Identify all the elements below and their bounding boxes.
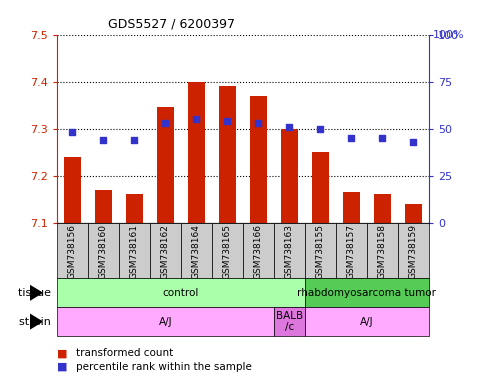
Text: control: control: [163, 288, 199, 298]
Text: 100%: 100%: [433, 30, 464, 40]
Point: [99, 137, 107, 143]
Bar: [405, 204, 422, 223]
Point: [68, 129, 76, 136]
Bar: [150, 223, 181, 278]
Bar: [336, 223, 367, 278]
Bar: [398, 223, 429, 278]
Point: [130, 137, 138, 143]
Polygon shape: [30, 285, 42, 300]
Text: GSM738157: GSM738157: [347, 224, 356, 280]
Bar: [88, 223, 119, 278]
Text: BALB
/c: BALB /c: [276, 311, 303, 333]
Bar: [374, 194, 391, 223]
Text: rhabdomyosarcoma tumor: rhabdomyosarcoma tumor: [297, 288, 436, 298]
Point: [254, 120, 262, 126]
Bar: [305, 278, 429, 307]
Point: [379, 135, 387, 141]
Text: GSM738159: GSM738159: [409, 224, 418, 280]
Bar: [305, 307, 429, 336]
Polygon shape: [30, 314, 42, 329]
Bar: [274, 223, 305, 278]
Text: A/J: A/J: [360, 316, 374, 327]
Point: [410, 139, 418, 145]
Point: [192, 116, 200, 122]
Text: percentile rank within the sample: percentile rank within the sample: [76, 362, 252, 372]
Text: transformed count: transformed count: [76, 348, 174, 358]
Bar: [64, 157, 81, 223]
Text: GDS5527 / 6200397: GDS5527 / 6200397: [108, 17, 236, 30]
Text: GSM738164: GSM738164: [192, 224, 201, 279]
Text: A/J: A/J: [158, 316, 172, 327]
Text: tissue: tissue: [18, 288, 54, 298]
Point: [348, 135, 355, 141]
Point: [285, 124, 293, 130]
Bar: [305, 223, 336, 278]
Bar: [57, 278, 305, 307]
Bar: [126, 194, 143, 223]
Bar: [312, 152, 329, 223]
Bar: [212, 223, 243, 278]
Bar: [243, 223, 274, 278]
Text: GSM738165: GSM738165: [223, 224, 232, 280]
Bar: [281, 129, 298, 223]
Point: [317, 126, 324, 132]
Bar: [188, 81, 205, 223]
Text: GSM738160: GSM738160: [99, 224, 108, 280]
Point: [161, 120, 169, 126]
Text: GSM738158: GSM738158: [378, 224, 387, 280]
Bar: [343, 192, 360, 223]
Text: GSM738166: GSM738166: [254, 224, 263, 280]
Bar: [57, 223, 88, 278]
Bar: [57, 307, 274, 336]
Text: GSM738163: GSM738163: [285, 224, 294, 280]
Bar: [95, 190, 112, 223]
Bar: [181, 223, 212, 278]
Text: GSM738155: GSM738155: [316, 224, 325, 280]
Text: GSM738156: GSM738156: [68, 224, 77, 280]
Text: GSM738161: GSM738161: [130, 224, 139, 280]
Bar: [274, 307, 305, 336]
Text: strain: strain: [19, 316, 54, 327]
Text: GSM738162: GSM738162: [161, 224, 170, 279]
Bar: [119, 223, 150, 278]
Bar: [219, 86, 236, 223]
Bar: [250, 96, 267, 223]
Bar: [367, 223, 398, 278]
Point: [223, 118, 231, 124]
Bar: [157, 108, 174, 223]
Text: ■: ■: [57, 348, 67, 358]
Text: ■: ■: [57, 362, 67, 372]
